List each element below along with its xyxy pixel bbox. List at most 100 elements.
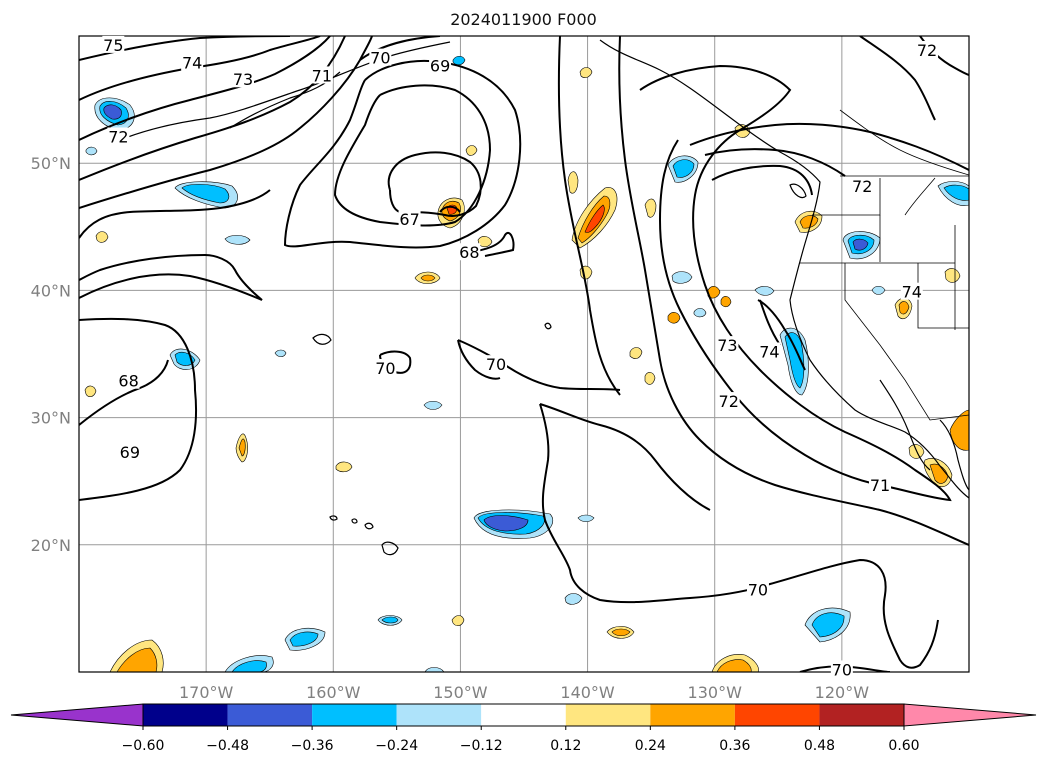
anomaly-patch: [584, 204, 605, 233]
contour-line: [439, 205, 461, 213]
coastline: [939, 419, 969, 491]
contour-line: [704, 148, 846, 177]
contour-label: 71: [312, 66, 332, 85]
anomaly-patch: [451, 615, 465, 626]
boundary-line: [904, 177, 936, 216]
anomaly-patch: [483, 515, 529, 532]
longitude-tick-label: 130°W: [688, 683, 743, 702]
contour-label-background: [746, 580, 769, 598]
contour-label: 73: [717, 336, 737, 355]
contour-label: 70: [832, 660, 852, 679]
contour-line: [539, 403, 711, 511]
contour-line: [618, 36, 969, 546]
contour-label-background: [830, 660, 853, 678]
anomaly-patch: [754, 286, 775, 296]
contour-label-background: [717, 392, 740, 410]
anomaly-patch: [871, 285, 886, 295]
contour-label: 70: [370, 49, 390, 68]
colorbar-segment: [819, 704, 904, 726]
anomaly-patch: [943, 184, 969, 201]
anomaly-patch: [116, 647, 158, 672]
contour-label-background: [181, 53, 204, 71]
anomaly-patch: [181, 184, 230, 204]
anomaly-patch: [224, 235, 251, 245]
anomaly-patch: [611, 628, 631, 637]
contour-line: [711, 164, 813, 196]
contour-label-background: [398, 210, 421, 228]
contour-label-background: [716, 336, 739, 354]
contour-line: [79, 253, 263, 301]
boundary-line: [904, 379, 969, 421]
island: [329, 515, 338, 521]
contour-line: [359, 36, 441, 61]
contour-line: [333, 84, 492, 227]
anomaly-patch: [452, 55, 466, 66]
latitude-tick-labels: 20°N 30°N 40°N 50°N: [31, 154, 71, 555]
anomaly-patch: [784, 332, 805, 389]
longitude-tick-label: 140°W: [560, 683, 615, 702]
contour-label: 71: [870, 476, 890, 495]
anomaly-patch: [564, 593, 583, 605]
latitude-tick-label: 30°N: [31, 409, 71, 428]
anomaly-patch: [644, 198, 657, 218]
contour-line: [79, 36, 331, 141]
latitude-tick-label: 20°N: [31, 536, 71, 555]
colorbar-tick-label: 0.60: [888, 738, 919, 754]
colorbar-segment: [312, 704, 397, 726]
anomaly-patch: [852, 238, 869, 251]
colorbar-outline: [142, 703, 905, 727]
colorbar-tick-label: −0.12: [460, 738, 503, 754]
longitude-tick-label: 170°W: [179, 683, 234, 702]
longitude-tick-label: 160°W: [306, 683, 361, 702]
colorbar-segment: [650, 704, 735, 726]
anomaly-patch: [799, 215, 819, 229]
contour-label: 70: [486, 355, 506, 374]
coastline: [599, 39, 969, 499]
contour-label: 72: [917, 41, 937, 60]
longitude-tick-label: 120°W: [815, 683, 870, 702]
island: [312, 333, 332, 345]
contour-label: 70: [375, 359, 395, 378]
contour-labels: 75 74 73 72 71 70 69 67 68 70 70 68 69 72 72 73 74 74 72 71…: [102, 35, 939, 679]
contour-line: [689, 122, 969, 171]
anomaly-patch: [423, 400, 443, 410]
contour-label-background: [869, 476, 891, 494]
contour-line: [639, 64, 952, 502]
anomaly-patch: [716, 659, 752, 672]
anomaly-patch: [671, 271, 693, 284]
contour-label-background: [851, 177, 874, 195]
anomaly-patch: [577, 514, 595, 523]
contour-line: [79, 189, 271, 239]
contour-label-background: [758, 342, 781, 360]
anomaly-patch: [85, 146, 98, 156]
anomaly-patch: [103, 104, 122, 120]
contour-label: 69: [120, 443, 140, 462]
contour-label: 69: [430, 56, 450, 75]
colorbar-tick-label: −0.36: [291, 738, 334, 754]
contour-label-background: [485, 355, 508, 373]
colorbar-tick-label: 0.36: [719, 738, 750, 754]
colorbar-segment: [396, 704, 482, 726]
island: [364, 522, 374, 530]
anomaly-patch: [238, 438, 246, 457]
contour-line: [457, 339, 621, 391]
anomaly-patch: [672, 159, 695, 178]
colorbar-tick-label: −0.48: [206, 738, 249, 754]
anomaly-patch: [289, 631, 319, 647]
contour-label-background: [374, 358, 397, 376]
contour-label-background: [900, 282, 923, 300]
graticule: [79, 36, 969, 672]
contour-label: 72: [852, 177, 872, 196]
latitude-tick-label: 50°N: [31, 154, 71, 173]
boundary-line: [839, 109, 969, 176]
anomaly-patch: [629, 347, 643, 359]
longitude-tick-labels: 170°W 160°W 150°W 140°W 130°W 120°W: [179, 683, 869, 702]
contour-line: [469, 231, 515, 257]
contour-line: [79, 36, 321, 101]
contour-label-background: [429, 56, 452, 74]
colorbar-tick-label: −0.60: [122, 738, 165, 754]
contour-label: 72: [108, 127, 128, 146]
anomaly-patch: [420, 274, 436, 282]
contour-line: [79, 359, 169, 426]
chart-title: 2024011900 F000: [450, 10, 597, 29]
